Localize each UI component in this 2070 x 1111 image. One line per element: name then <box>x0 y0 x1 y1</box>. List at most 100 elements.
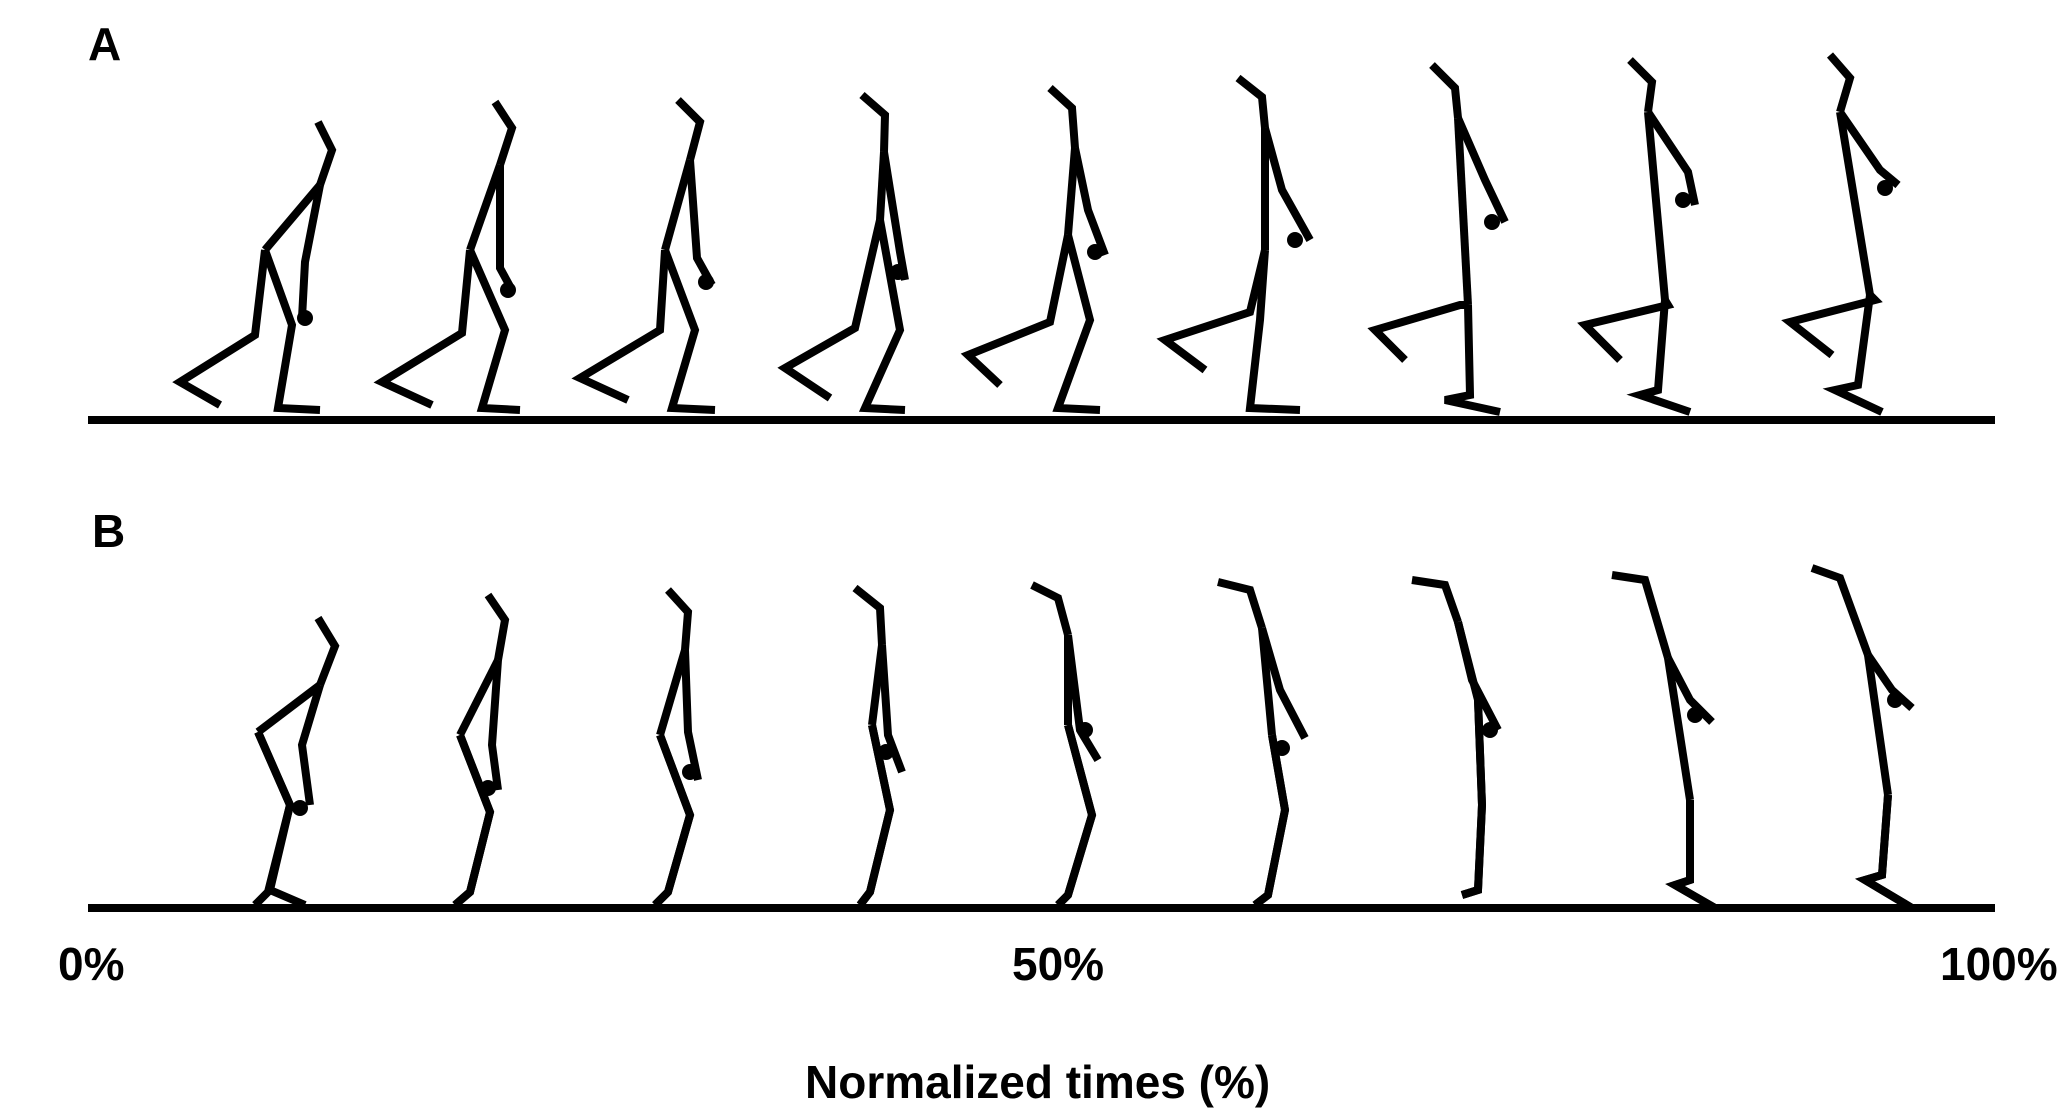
b-arm <box>1258 626 1309 740</box>
panel-b-label: B <box>92 505 125 557</box>
a-stance-leg <box>1052 233 1101 414</box>
panel-a-stick-figures <box>172 52 1901 416</box>
a-hand-marker <box>1675 192 1691 208</box>
b-frame-7 <box>1411 576 1502 899</box>
a-stance-leg <box>1245 249 1301 414</box>
b-trunk <box>656 648 689 737</box>
a-frame-6 <box>1156 74 1314 414</box>
a-frame-5 <box>960 85 1109 414</box>
b-head-neck <box>1217 578 1266 630</box>
b-hand-marker <box>1887 692 1903 708</box>
b-swing-leg <box>652 733 695 908</box>
a-frame-2 <box>373 99 521 414</box>
b-frame-2 <box>452 592 510 909</box>
a-arm <box>1644 109 1699 206</box>
b-hand-marker <box>1274 740 1290 756</box>
a-frame-8 <box>1577 57 1699 416</box>
a-stance-leg <box>858 219 906 414</box>
b-arm <box>487 659 502 791</box>
b-hand-marker <box>1687 707 1703 723</box>
a-stance-leg <box>1822 294 1884 416</box>
a-swing-leg <box>1367 301 1468 363</box>
a-hand-marker <box>1484 214 1500 230</box>
a-stance-leg <box>466 248 521 414</box>
a-trunk <box>466 163 504 252</box>
b-head-neck <box>314 615 340 687</box>
a-arm <box>1836 109 1901 189</box>
b-head-neck <box>1411 576 1462 624</box>
b-head-neck <box>1030 581 1072 637</box>
b-arm <box>878 644 906 774</box>
b-head-neck <box>1810 564 1872 657</box>
b-frame-3 <box>652 587 702 908</box>
a-frame-7 <box>1367 62 1509 416</box>
a-frame-4 <box>777 91 909 414</box>
a-swing-leg <box>1156 249 1269 374</box>
b-head-neck <box>852 584 886 646</box>
b-trunk <box>255 681 323 736</box>
b-swing-leg <box>856 724 895 908</box>
b-hand-marker <box>682 764 698 780</box>
x-tick-100: 100% <box>1940 938 2058 990</box>
a-hand-marker <box>1087 244 1103 260</box>
a-swing-leg <box>1577 297 1675 363</box>
b-head-neck <box>1611 571 1672 660</box>
a-arm <box>1071 147 1109 257</box>
a-swing-leg <box>777 219 884 402</box>
a-swing-leg <box>172 249 269 409</box>
a-arm <box>1261 126 1314 242</box>
a-trunk <box>1836 111 1874 296</box>
b-trunk <box>1664 657 1694 801</box>
b-arm <box>681 649 702 781</box>
panel-a-label: A <box>88 18 121 70</box>
b-head-neck <box>665 587 693 651</box>
b-swing-leg <box>1855 794 1915 912</box>
b-arm <box>1664 656 1715 725</box>
a-head-neck <box>1826 52 1855 114</box>
a-swing-leg <box>1781 292 1883 359</box>
a-stance-leg <box>1444 304 1501 416</box>
b-hand-marker <box>878 744 894 760</box>
a-trunk <box>1064 147 1079 236</box>
b-frame-9 <box>1810 564 1915 912</box>
a-swing-leg <box>373 249 474 409</box>
x-axis-title: Normalized times (%) <box>805 1056 1270 1108</box>
x-axis: 0% 50% 100% Normalized times (%) <box>58 938 2058 1108</box>
a-head-neck <box>491 99 517 167</box>
b-hand-marker <box>1077 722 1093 738</box>
a-swing-leg <box>960 234 1072 388</box>
a-hand-marker <box>1287 232 1303 248</box>
a-trunk <box>661 158 694 252</box>
a-hand-marker <box>297 310 313 326</box>
b-arm <box>1864 652 1915 711</box>
a-hand-marker <box>500 282 516 298</box>
a-head-neck <box>1047 85 1079 149</box>
b-hand-marker <box>292 800 308 816</box>
b-frame-8 <box>1611 571 1717 912</box>
b-frame-6 <box>1217 578 1309 909</box>
a-head-neck <box>1235 74 1269 129</box>
x-tick-50: 50% <box>1012 938 1104 990</box>
a-trunk <box>261 182 324 253</box>
b-swing-leg <box>1460 699 1487 899</box>
a-stance-leg <box>661 248 716 414</box>
a-trunk <box>1454 117 1472 306</box>
a-trunk <box>1644 111 1669 301</box>
b-frame-5 <box>1030 581 1102 908</box>
b-hand-marker <box>480 780 496 796</box>
a-hand-marker <box>890 264 906 280</box>
a-arm <box>496 165 516 292</box>
b-arm <box>1454 621 1502 732</box>
a-frame-9 <box>1781 52 1901 416</box>
b-swing-leg <box>1665 800 1717 912</box>
b-arm <box>297 683 324 806</box>
a-hand-marker <box>698 274 714 290</box>
b-head-neck <box>484 592 510 661</box>
a-head-neck <box>859 91 890 153</box>
a-stance-leg <box>1626 299 1692 416</box>
a-frame-1 <box>172 120 337 414</box>
a-hand-marker <box>1877 180 1893 196</box>
a-frame-3 <box>571 97 716 414</box>
b-swing-leg <box>452 733 495 909</box>
